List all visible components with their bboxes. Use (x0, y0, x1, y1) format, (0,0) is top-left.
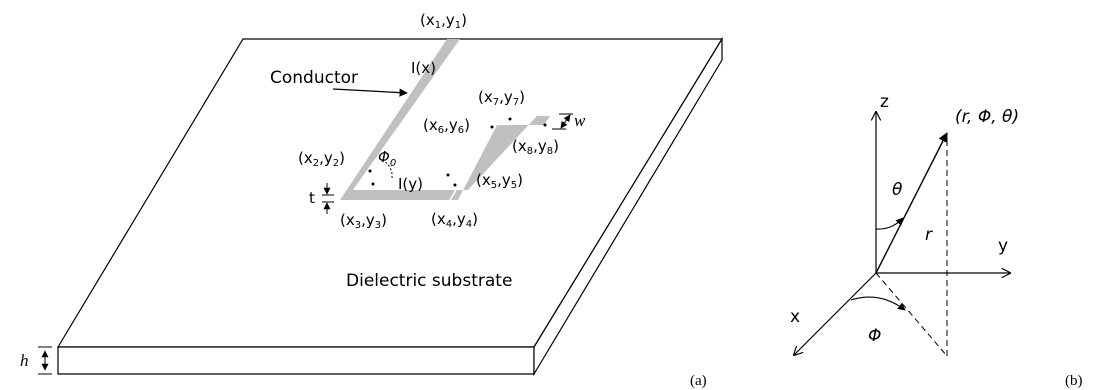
current-y-label: I(y) (398, 175, 423, 193)
conductor-bend-gap (449, 189, 457, 201)
r-label: r (925, 225, 933, 245)
thickness-dimension (322, 183, 334, 214)
y-axis-label: y (998, 236, 1008, 256)
dot-7 (508, 117, 512, 121)
dot-2 (368, 169, 372, 173)
point-6-label: (x6,y6) (423, 116, 470, 136)
phi0-label: Φ0 (378, 148, 396, 169)
dot-4 (453, 183, 457, 187)
x-axis (794, 272, 877, 355)
width-label: w (574, 111, 586, 130)
caption-b: (b) (1065, 373, 1083, 389)
conductor-arrow (332, 88, 408, 97)
point-1-label: (x1,y1) (420, 11, 467, 31)
conductor-label: Conductor (270, 68, 358, 88)
dot-3 (371, 182, 375, 186)
horizontal-projection (875, 272, 948, 357)
thickness-label: t (309, 189, 315, 207)
height-dimension (38, 346, 52, 375)
substrate-front-face (57, 346, 535, 375)
substrate-label: Dielectric substrate (346, 271, 512, 291)
width-dimension (552, 113, 573, 130)
panel-b: z y x θ r Φ (r, Φ, θ) (b) (790, 92, 1083, 389)
z-axis-label: z (880, 92, 889, 112)
dot-8 (543, 123, 547, 127)
x-axis-label: x (790, 307, 800, 327)
point-dots (368, 117, 547, 187)
dielectric-substrate (56, 36, 724, 377)
caption-a: (a) (690, 373, 707, 389)
height-label: h (20, 351, 29, 370)
coordinate-labels: (x1,y1) (x2,y2) (x3,y3) (x4,y4) (x5,y5) … (298, 11, 559, 231)
phi-arc (850, 296, 906, 311)
panel-a: Dielectric substrate Conductor I(x) I(y)… (20, 11, 724, 389)
r-vector (875, 132, 948, 274)
spherical-coord-label: (r, Φ, θ) (955, 107, 1019, 127)
substrate-side-face (533, 36, 723, 377)
dot-6 (490, 125, 494, 129)
phi0-arc (381, 159, 393, 179)
dot-5 (446, 173, 450, 177)
phi-label: Φ (868, 326, 881, 346)
current-x-label: I(x) (411, 59, 436, 77)
theta-arc (875, 217, 904, 230)
theta-label: θ (892, 180, 903, 200)
